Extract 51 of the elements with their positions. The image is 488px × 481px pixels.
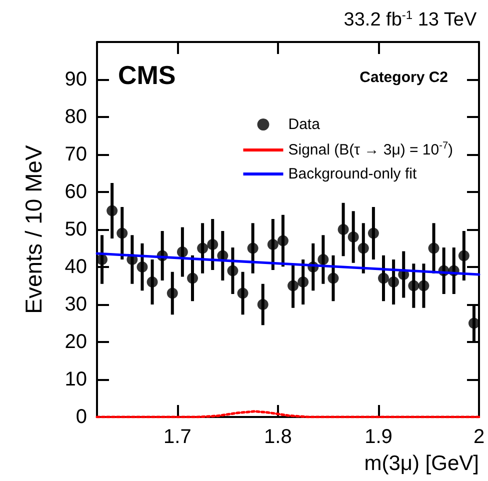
point	[298, 276, 309, 288]
y-tick-label: 10	[64, 368, 87, 390]
y-tick-label: 60	[64, 181, 87, 203]
point	[176, 246, 188, 258]
y-tick-label: 0	[76, 406, 87, 428]
point	[368, 228, 379, 239]
point	[136, 262, 148, 272]
point	[418, 280, 430, 292]
y-tick-label: 80	[64, 106, 87, 128]
point	[288, 280, 299, 292]
legend-label: Background-only fit	[288, 166, 418, 182]
annotation: CMS	[118, 60, 176, 90]
y-tick-label: 30	[64, 294, 87, 316]
point	[458, 250, 470, 262]
x-tick-label: 1.8	[264, 426, 292, 448]
point	[328, 272, 339, 284]
point	[197, 242, 208, 254]
point	[428, 242, 440, 254]
point	[348, 232, 359, 242]
point	[166, 288, 178, 299]
point	[378, 272, 389, 284]
x-tick-label: 1.7	[164, 426, 192, 448]
point	[408, 280, 420, 292]
point	[338, 224, 349, 235]
point	[468, 318, 480, 329]
point	[257, 299, 268, 310]
legend-label: Data	[288, 116, 321, 133]
point	[247, 242, 258, 254]
y-tick-label: 50	[64, 218, 87, 240]
point	[358, 242, 369, 254]
y-axis-title: Events / 10 MeV	[20, 144, 46, 314]
point	[388, 276, 400, 288]
point	[106, 205, 118, 216]
y-tick-label: 20	[64, 331, 87, 353]
point	[116, 228, 128, 239]
x-tick-label: 1.9	[364, 426, 392, 448]
x-tick-label: 2	[473, 426, 485, 448]
y-tick-label: 90	[64, 68, 87, 90]
x-axis-title: m(3μ) [GeV]	[364, 452, 479, 475]
point	[187, 272, 198, 284]
y-tick-label: 40	[64, 256, 87, 278]
point	[267, 239, 278, 250]
y-tick-label: 70	[64, 144, 87, 166]
annotation: Category C2	[360, 69, 448, 86]
point	[318, 254, 329, 265]
point	[146, 276, 158, 288]
point	[96, 254, 108, 265]
point	[277, 235, 288, 246]
point	[207, 239, 218, 250]
point	[227, 265, 238, 276]
point	[237, 288, 248, 299]
